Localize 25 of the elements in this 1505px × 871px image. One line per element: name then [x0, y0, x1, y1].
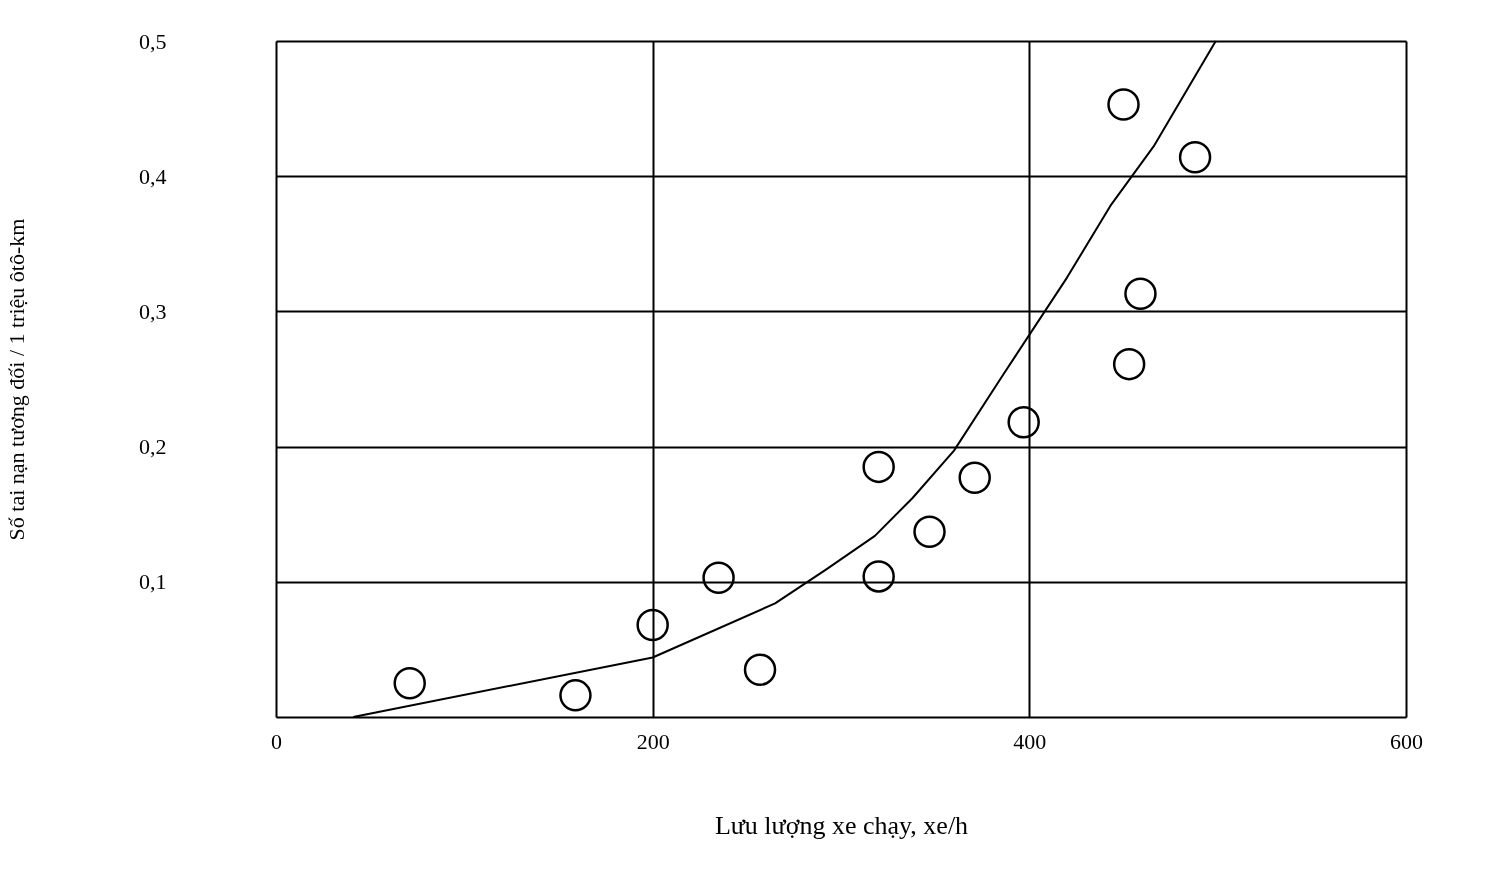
x-tick-label: 0 [271, 728, 282, 754]
point [1112, 347, 1146, 381]
point [1107, 88, 1140, 121]
x-tick-label: 200 [636, 728, 670, 754]
y-tick-label: 0,5 [139, 28, 167, 54]
point [559, 679, 592, 712]
y-tick-label: 0,3 [139, 298, 167, 324]
point [1124, 277, 1157, 311]
point [1178, 141, 1212, 174]
point [913, 515, 946, 548]
y-axis-title: Số tai nạn tương đối / 1 triệu ôtô-km [4, 218, 29, 541]
point [702, 561, 735, 594]
x-tick-label: 400 [1013, 728, 1047, 754]
point [958, 461, 991, 494]
y-tick-label: 0,2 [139, 434, 167, 460]
point [862, 560, 895, 593]
point [862, 450, 895, 484]
x-tick-label: 600 [1390, 728, 1423, 754]
y-tick-label: 0,4 [139, 163, 167, 189]
y-tick-label: 0,1 [139, 569, 167, 595]
point [743, 653, 777, 686]
point [636, 608, 669, 642]
x-axis-title: Lưu lượng xe chạy, xe/h [714, 810, 969, 840]
point [393, 666, 426, 700]
point [1007, 406, 1040, 439]
